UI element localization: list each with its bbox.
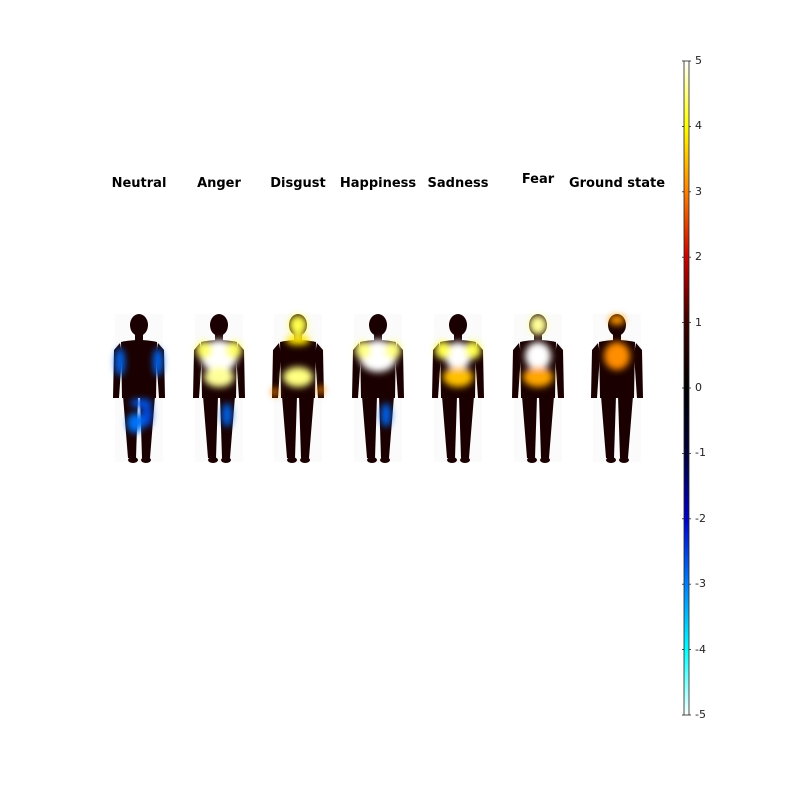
panel-title: Disgust (270, 176, 326, 191)
activation-chest (604, 342, 630, 370)
activation-blobs (272, 315, 324, 397)
activation-hands (272, 387, 278, 397)
activation-abdomen (523, 367, 553, 387)
panel-disgust (272, 314, 324, 463)
activation-left-thigh (127, 413, 143, 433)
colorbar-tick-label: 0 (695, 381, 702, 394)
activation-shoulders (226, 341, 242, 359)
panel-happiness (352, 314, 404, 463)
colorbar-tick-label: 1 (695, 315, 702, 329)
colorbar-tick-label: 3 (695, 184, 702, 198)
colorbar-tick-label: -4 (695, 642, 706, 656)
activation-left-upper-arm (115, 348, 125, 376)
activation-head (529, 315, 547, 335)
activation-right-thigh (381, 403, 391, 427)
activation-blobs (604, 315, 630, 370)
colorbar-tick-label: -2 (695, 511, 706, 525)
colorbar-tick-label: -5 (695, 708, 706, 721)
panel-title: Sadness (427, 176, 489, 191)
activation-chest (445, 342, 471, 370)
activation-blobs (196, 340, 242, 427)
panel-title: Happiness (339, 176, 417, 191)
panels-layer (113, 314, 643, 463)
panel-neutral (113, 314, 165, 463)
activation-shoulders (465, 341, 481, 359)
colorbar (682, 60, 691, 716)
activation-right-upper-arm (153, 348, 163, 376)
activation-abdomen (283, 367, 313, 387)
activation-blobs (115, 348, 163, 433)
colorbar-tick-label: -1 (695, 446, 706, 460)
activation-blobs (355, 340, 401, 427)
colorbar-bar (683, 60, 690, 716)
colorbar-tick-label: 2 (695, 250, 702, 264)
activation-abdomen (443, 367, 473, 387)
activation-right-thigh (142, 403, 152, 427)
activation-head (289, 315, 307, 335)
activation-hands (318, 385, 324, 395)
activation-chest (525, 342, 551, 370)
panel-anger (193, 314, 245, 463)
activation-shoulders (435, 341, 451, 359)
activation-shoulders (355, 341, 371, 359)
panel-title: Fear (521, 172, 555, 187)
colorbar-tick-label: 4 (695, 119, 702, 133)
activation-head-top (609, 315, 625, 325)
panel-title: Ground state (568, 176, 666, 191)
activation-blobs (523, 315, 553, 387)
activation-shoulders (196, 341, 212, 359)
panel-title: Anger (197, 176, 241, 191)
activation-neck (286, 335, 310, 345)
colorbar-tick-label: 5 (695, 54, 702, 67)
activation-blobs (435, 341, 481, 387)
panel-fear (512, 314, 564, 463)
panel-title: Neutral (111, 176, 167, 191)
activation-shoulders (385, 341, 401, 359)
panel-ground-state (591, 314, 643, 463)
activation-right-thigh (222, 403, 232, 427)
activation-abdomen (204, 367, 234, 387)
colorbar-tick-label: -3 (695, 577, 706, 591)
panel-sadness (432, 314, 484, 463)
